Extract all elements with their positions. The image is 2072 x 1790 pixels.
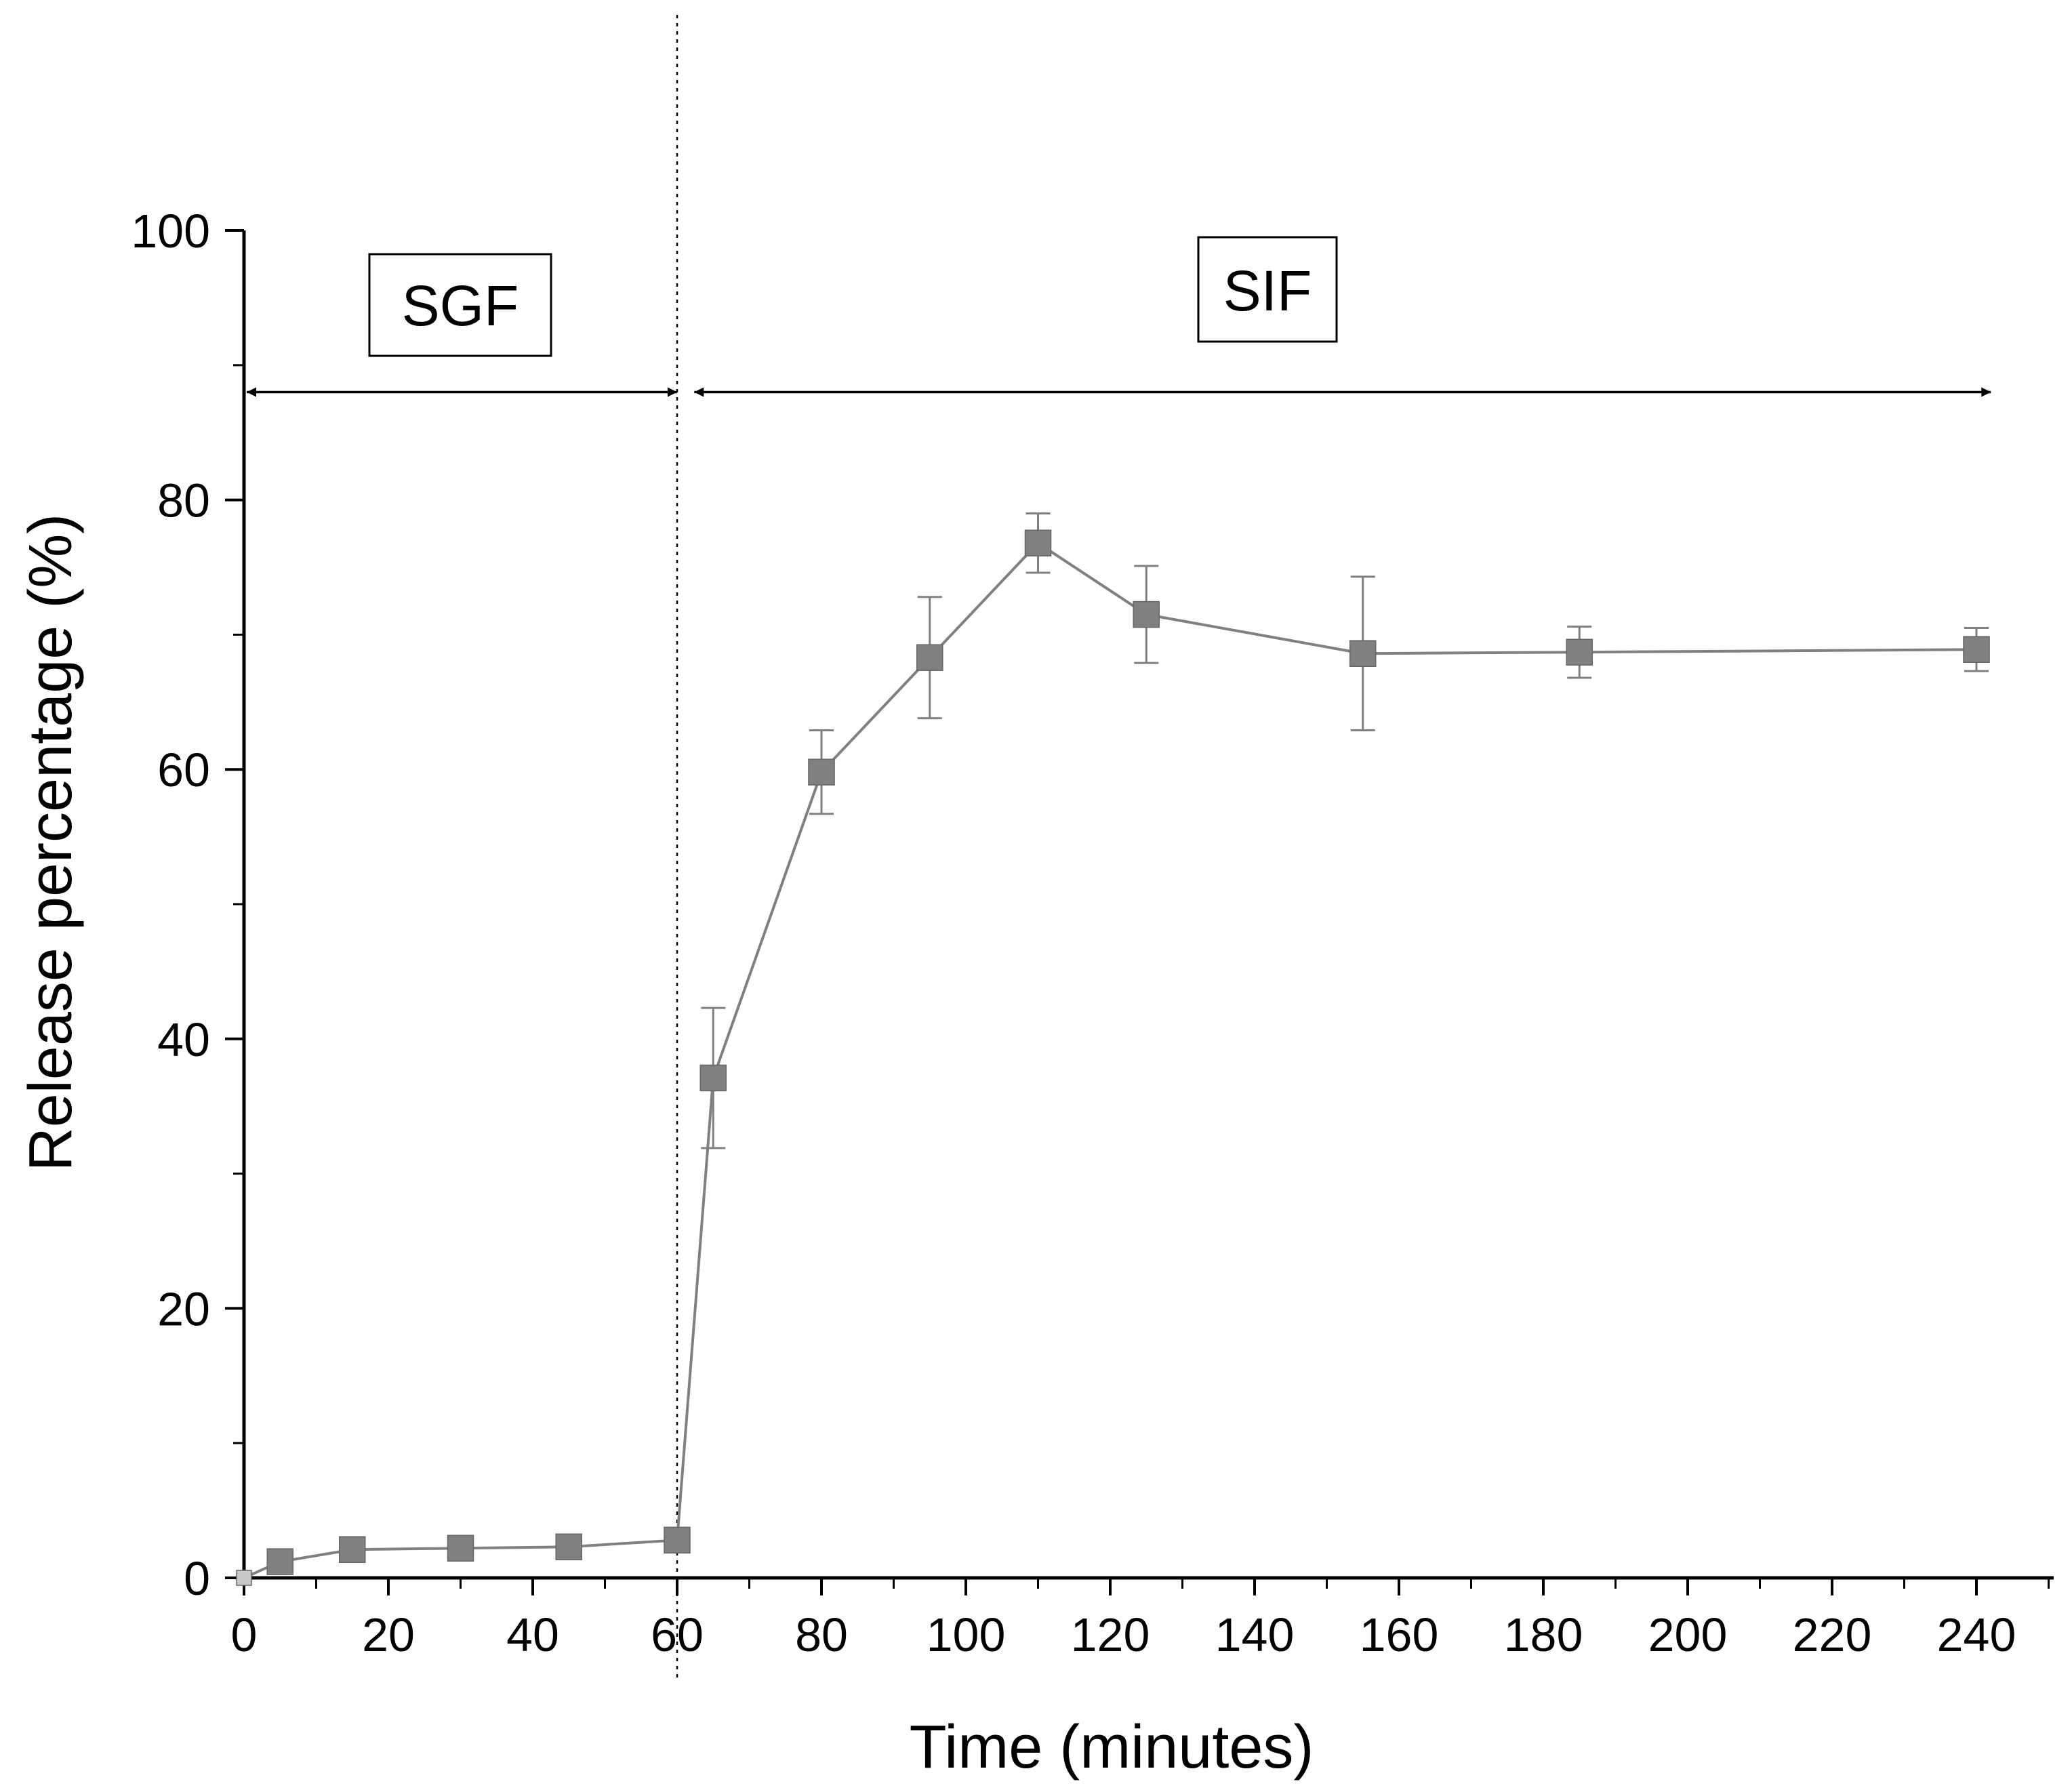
axes: 0 20 40 60 80 100 120 140 160 180 200 220 240 0 20 40 60… (131, 205, 2054, 1661)
x-tick-label: 20 (362, 1608, 415, 1661)
series-line (243, 541, 1977, 1579)
sif-box (1197, 236, 1338, 343)
data-point (555, 1533, 582, 1561)
sgf-label: SGF (402, 274, 519, 338)
phase-annotations: SGF SIF (368, 236, 1338, 357)
data-point (339, 1536, 366, 1564)
data-point (808, 758, 835, 786)
data-point (266, 1548, 293, 1575)
data-point (664, 1526, 691, 1554)
y-tick-label: 40 (157, 1013, 210, 1066)
x-tick-label: 120 (1071, 1608, 1150, 1661)
x-tick-label: 140 (1215, 1608, 1295, 1661)
x-axis-title: Time (minutes) (910, 1713, 1314, 1781)
data-point (236, 1570, 252, 1586)
sif-phase: SIF (1197, 236, 1338, 343)
sgf-phase: SGF (368, 253, 552, 357)
x-tick-label: 240 (1937, 1608, 2016, 1661)
y-tick-label: 60 (157, 744, 210, 796)
y-tick-label: 0 (184, 1552, 210, 1605)
x-tick-label: 0 (231, 1608, 258, 1661)
x-tick-label: 200 (1648, 1608, 1728, 1661)
sif-label: SIF (1223, 259, 1312, 323)
y-tick-label: 80 (157, 474, 210, 527)
data-point (916, 644, 943, 671)
data-series (236, 512, 1990, 1586)
sgf-box (368, 253, 552, 357)
data-point (1566, 638, 1593, 666)
x-tick-label: 80 (795, 1608, 848, 1661)
x-tick-label: 220 (1793, 1608, 1872, 1661)
x-tick-label: 100 (927, 1608, 1006, 1661)
y-axis-title: Release percentage (%) (17, 514, 85, 1172)
x-tick-label: 180 (1504, 1608, 1583, 1661)
data-point (1963, 636, 1990, 664)
data-point (1024, 529, 1052, 556)
y-tick-label: 20 (157, 1282, 210, 1335)
data-point (447, 1534, 474, 1562)
y-tick-label: 100 (131, 205, 210, 258)
data-point (1349, 640, 1377, 667)
x-tick-label: 160 (1360, 1608, 1439, 1661)
data-point (699, 1064, 727, 1092)
data-point (1133, 601, 1160, 628)
x-tick-label: 60 (651, 1608, 704, 1661)
x-tick-label: 40 (506, 1608, 559, 1661)
